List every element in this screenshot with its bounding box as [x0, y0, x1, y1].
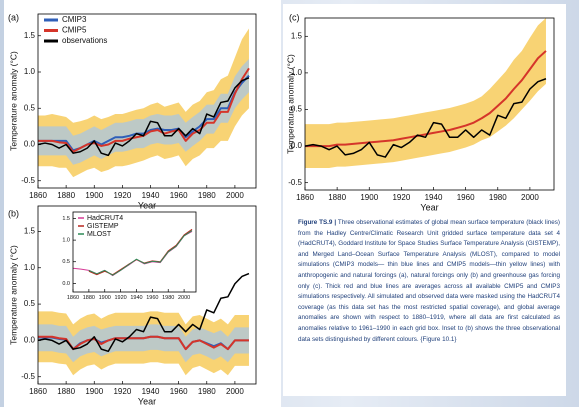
x-tick-label: 1960: [170, 191, 188, 200]
caption-text: Three observational estimates of global …: [298, 219, 560, 343]
x-tick-label: 1920: [113, 191, 131, 200]
y-tick-label: 0.5: [24, 299, 36, 308]
x-tick-label: 1980: [489, 193, 507, 202]
x-axis-label: Year: [420, 202, 438, 212]
plot-area: 1860 1880 1900 1920 1940 1960 1980 2000 0.0 0.5 1.…: [62, 211, 197, 301]
series-line: [38, 272, 250, 353]
x-tick-label: 1860: [67, 295, 79, 301]
caption-label: Figure TS.9 |: [298, 219, 337, 226]
x-tick-label: 1940: [130, 295, 142, 301]
x-tick-label: 1980: [162, 295, 174, 301]
x-tick-label: 1960: [457, 193, 475, 202]
x-tick-label: 1900: [85, 387, 103, 396]
x-axis-label: Year: [138, 396, 156, 406]
y-tick-label: 1.0: [62, 238, 70, 244]
legend-label: CMIP5: [62, 26, 87, 35]
x-tick-label: 1960: [170, 387, 188, 396]
legend-label: MLOST: [87, 231, 112, 238]
y-tick-label: 0.0: [62, 281, 70, 287]
data-layer: [38, 272, 250, 376]
series-line: [88, 230, 193, 276]
y-tick-label: 0.0: [24, 336, 36, 345]
x-tick-label: 1880: [57, 191, 75, 200]
x-tick-label: 1920: [392, 193, 410, 202]
panel-label: (a): [8, 12, 19, 22]
x-tick-label: 1860: [29, 387, 47, 396]
y-axis-label: Temperature anomaly (°C): [8, 51, 18, 151]
x-tick-label: 1900: [99, 295, 111, 301]
y-tick-label: 1.5: [62, 216, 70, 222]
x-tick-label: 1880: [83, 295, 95, 301]
x-tick-label: 1860: [29, 191, 47, 200]
ensemble-band: [38, 58, 249, 165]
series-line: [305, 78, 547, 158]
y-tick-label: 1.5: [24, 31, 36, 40]
series-line: [38, 77, 250, 157]
data-layer: [305, 18, 547, 169]
axes-frame: [37, 205, 257, 385]
y-tick-label: 1.5: [291, 31, 303, 40]
y-axis-label: Temperature anomaly (°C): [8, 245, 18, 345]
x-tick-label: 1880: [328, 193, 346, 202]
y-tick-label: 1.5: [24, 227, 36, 236]
data-layer: [73, 228, 193, 277]
axes-frame: [37, 13, 257, 189]
x-tick-label: 2000: [226, 387, 244, 396]
y-tick-label: 0.5: [24, 103, 36, 112]
data-layer: [38, 28, 250, 178]
x-tick-label: 2000: [226, 191, 244, 200]
y-tick-label: 1.0: [291, 68, 303, 77]
axes-frame: [304, 17, 555, 191]
legend-label: CMIP3: [62, 15, 87, 24]
ensemble-band: [305, 18, 546, 169]
y-tick-label: -0.5: [21, 176, 35, 185]
ensemble-band: [38, 324, 249, 363]
x-tick-label: 1900: [85, 191, 103, 200]
y-tick-label: 1.0: [24, 263, 36, 272]
x-tick-label: 1940: [142, 387, 160, 396]
y-axis-label: Temperature anomaly (°C): [285, 54, 295, 154]
inset-background: [73, 212, 196, 292]
panel-label: (b): [8, 208, 19, 218]
y-tick-label: -0.5: [288, 178, 302, 187]
x-tick-label: 1980: [198, 191, 216, 200]
x-tick-label: 2000: [178, 295, 190, 301]
legend-label: GISTEMP: [87, 223, 119, 230]
x-tick-label: 1880: [57, 387, 75, 396]
axes-frame: [72, 211, 197, 293]
x-tick-label: 1980: [198, 387, 216, 396]
x-tick-label: 1900: [360, 193, 378, 202]
y-tick-label: 0.0: [291, 141, 303, 150]
plot-area: 1860 1880 1900 1920 1940 1960 1980 2000 -0.5 0.0 0…: [8, 12, 257, 210]
x-tick-label: 1960: [146, 295, 158, 301]
legend-label: HadCRUT4: [87, 215, 123, 222]
y-tick-label: -0.5: [21, 372, 35, 381]
plot-area: 1860 1880 1900 1920 1940 1960 1980 2000 -0.5 0.0 0…: [285, 12, 555, 212]
y-tick-label: 0.5: [62, 259, 70, 265]
x-tick-label: 1920: [113, 387, 131, 396]
x-tick-label: 1940: [142, 191, 160, 200]
caption: Figure TS.9 | Three observational estima…: [298, 218, 560, 345]
series-line: [305, 50, 547, 148]
x-axis-label: Year: [138, 200, 156, 210]
y-tick-label: 1.0: [24, 67, 36, 76]
legend-label: observations: [62, 36, 107, 45]
panel-label: (c): [289, 12, 300, 22]
x-tick-label: 1940: [425, 193, 443, 202]
y-tick-label: 0.5: [291, 105, 303, 114]
x-tick-label: 1920: [114, 295, 126, 301]
x-tick-label: 1860: [296, 193, 314, 202]
plot-area: 1860 1880 1900 1920 1940 1960 1980 2000-0.50.00…: [8, 205, 257, 406]
x-tick-label: 2000: [521, 193, 539, 202]
y-tick-label: 0.0: [24, 140, 36, 149]
